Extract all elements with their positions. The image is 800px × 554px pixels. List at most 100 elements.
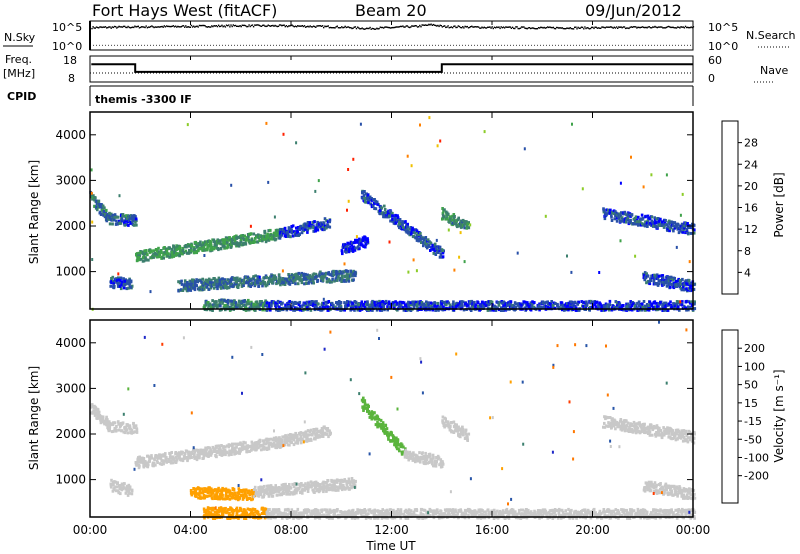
nsky-point [180,26,182,28]
range-gate-cell [234,301,238,305]
range-gate-cell [242,241,245,245]
range-gate-cell [215,303,218,307]
range-gate-cell [242,238,246,241]
y-tick-label: 3000 [55,173,86,187]
range-gate-cell [123,482,126,486]
range-gate-cell [196,453,199,457]
range-gate-cell [506,304,509,307]
range-gate-cell [206,248,209,252]
range-gate-cell [453,219,457,223]
range-gate-cell [363,190,366,193]
range-gate-cell [208,446,211,450]
nsky-point [389,27,392,29]
range-gate-cell [176,452,179,456]
range-gate-cell [111,222,114,226]
range-gate-cell [221,300,225,304]
nsky-point [229,26,231,28]
range-gate-cell [600,308,603,312]
range-gate-cell [463,222,466,226]
range-gate-cell [355,235,358,239]
range-gate-cell [190,282,194,286]
nsky-point [402,25,404,27]
nsky-point [514,27,516,30]
range-gate-cell [366,303,369,307]
range-gate-cell [406,225,410,229]
range-gate-cell [435,246,438,250]
range-gate-cell [227,238,231,242]
range-gate-cell [210,284,214,288]
range-gate-cell [287,234,291,238]
range-gate-cell [517,302,520,306]
range-gate-cell [113,426,117,430]
range-gate-cell [231,277,235,281]
nsky-point [204,25,206,27]
range-gate-cell [233,446,237,450]
range-gate-cell [128,426,132,429]
range-gate-cell [141,456,144,460]
nsky-point [325,25,327,28]
range-gate-cell [626,218,630,222]
range-gate-cell [657,274,661,278]
range-gate-cell [206,452,210,456]
range-gate-cell [470,299,474,303]
range-gate-cell [208,244,211,248]
range-gate-cell [321,277,325,281]
range-gate-cell [291,278,295,282]
range-gate-cell [399,227,403,231]
nsky-point [646,27,648,29]
nsky-point [628,27,630,30]
range-gate-cell [226,236,230,240]
range-gate-cell [661,223,664,226]
nsky-point [113,25,116,28]
range-gate-cell [238,300,242,304]
range-gate-cell [142,465,146,469]
range-gate-cell [684,279,688,283]
nsky-point [425,24,428,26]
nsky-point [264,25,266,27]
range-gate-cell [436,301,440,305]
range-gate-cell [162,453,165,457]
range-gate-cell [347,277,350,281]
nsky-point [236,25,238,27]
range-gate-cell [165,249,169,253]
range-gate-cell [291,224,295,228]
range-gate-cell [305,437,308,441]
range-gate-cell [623,308,626,312]
range-gate-cell [378,299,381,303]
range-gate-cell [461,300,465,304]
range-gate-cell [647,216,650,220]
range-gate-cell [119,276,123,280]
range-gate-cell [600,306,604,310]
range-gate-cell [502,309,505,312]
range-gate-cell [300,281,304,285]
range-gate-cell [416,308,419,312]
range-gate-cell [139,460,143,464]
range-gate-cell [619,239,622,243]
range-gate-cell [301,437,304,441]
range-gate-cell [478,308,481,312]
range-gate-cell [189,491,193,495]
range-gate-cell [620,216,624,220]
nsky-point [595,26,597,28]
range-gate-cell [650,304,653,308]
nsky-point [288,25,290,27]
range-gate-cell [419,234,423,238]
range-gate-cell [280,438,283,442]
nsky-point [246,26,248,28]
range-gate-cell [247,302,251,306]
nsky-point [432,23,435,26]
range-gate-cell [687,308,690,312]
range-gate-cell [220,444,223,447]
range-gate-cell [254,282,257,286]
range-gate-cell [425,242,429,246]
range-gate-cell [205,447,209,451]
range-gate-cell [256,441,259,445]
range-gate-cell [422,304,426,308]
station-title: Fort Hays West (fitACF) [92,1,277,20]
range-gate-cell [600,304,604,308]
range-gate-cell [682,285,685,289]
range-gate-cell [207,280,210,284]
range-gate-cell [401,223,404,227]
range-gate-cell [218,239,222,243]
nsky-point [380,26,383,29]
